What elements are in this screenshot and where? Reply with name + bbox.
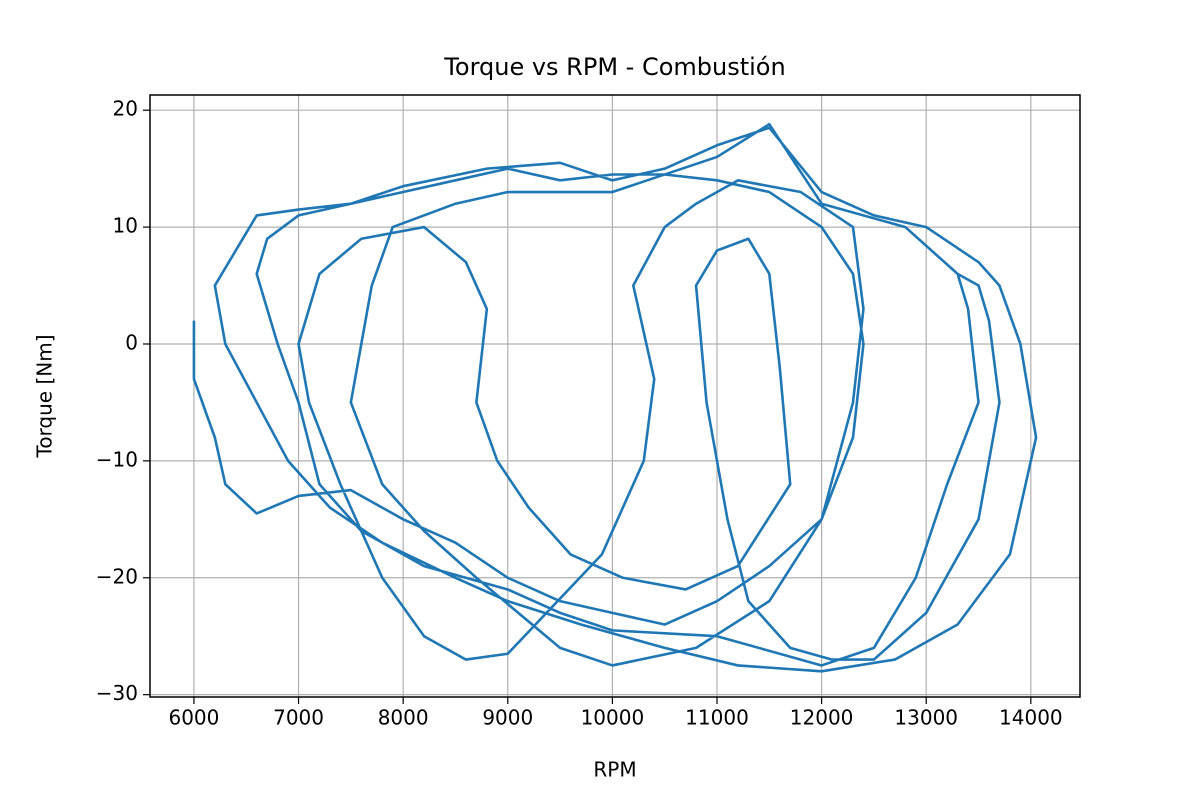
y-tick-label: 0 bbox=[125, 330, 138, 354]
chart-title: Torque vs RPM - Combustión bbox=[443, 53, 785, 81]
y-tick-label: 20 bbox=[113, 97, 138, 121]
x-tick-label: 13000 bbox=[894, 706, 958, 730]
x-tick-label: 12000 bbox=[790, 706, 854, 730]
x-tick-label: 11000 bbox=[685, 706, 749, 730]
x-axis-label: RPM bbox=[593, 758, 636, 782]
y-tick-label: −20 bbox=[96, 564, 138, 588]
plot-frame bbox=[149, 94, 1081, 698]
x-tick-label: 9000 bbox=[482, 706, 533, 730]
x-tick-label: 8000 bbox=[378, 706, 429, 730]
x-tick-label: 10000 bbox=[581, 706, 645, 730]
x-tick-label: 14000 bbox=[999, 706, 1063, 730]
data-line bbox=[192, 122, 1038, 673]
y-tick-label: 10 bbox=[113, 214, 138, 238]
y-tick-label: −10 bbox=[96, 447, 138, 471]
y-tick-label: −30 bbox=[96, 681, 138, 705]
x-tick-label: 6000 bbox=[168, 706, 219, 730]
x-tick-label: 7000 bbox=[273, 706, 324, 730]
y-axis-label: Torque [Nm] bbox=[33, 334, 57, 458]
